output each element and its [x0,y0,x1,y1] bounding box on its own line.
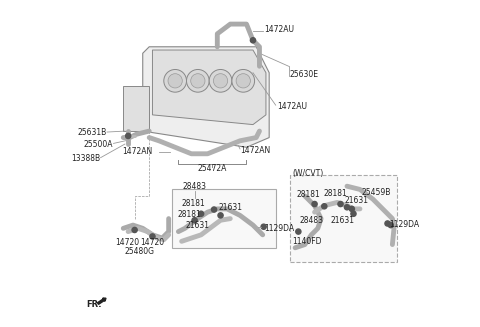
Circle shape [385,221,390,226]
Text: 25500A: 25500A [84,140,113,149]
Text: 14720: 14720 [115,238,139,247]
Bar [172,189,276,248]
Circle shape [164,69,187,92]
Circle shape [349,206,354,212]
Text: 25631B: 25631B [77,128,107,137]
Text: 28181: 28181 [323,189,347,198]
Text: 1472AN: 1472AN [240,146,270,155]
Circle shape [296,229,301,234]
Circle shape [214,74,228,88]
Text: 1472AU: 1472AU [264,26,294,34]
Bar [290,175,397,262]
Text: 1129DA: 1129DA [264,225,294,233]
Text: 21631: 21631 [186,221,210,230]
Circle shape [132,227,137,232]
Text: 25472A: 25472A [198,164,227,173]
Circle shape [126,133,131,139]
Circle shape [209,69,232,92]
Circle shape [344,205,349,210]
Circle shape [261,224,266,229]
Text: 14720: 14720 [140,238,164,247]
Circle shape [218,213,223,218]
Polygon shape [143,47,269,147]
Text: FR.: FR. [86,300,101,309]
Text: 28483: 28483 [182,182,206,191]
Polygon shape [153,50,266,125]
Circle shape [251,38,255,43]
Text: 1472AN: 1472AN [122,147,153,156]
Circle shape [312,201,317,207]
Text: 25480G: 25480G [124,247,155,256]
Circle shape [388,222,393,228]
FancyArrow shape [97,298,106,304]
Circle shape [322,204,327,209]
Text: 21631: 21631 [219,203,243,212]
Text: 21631: 21631 [331,216,355,225]
Circle shape [150,234,155,239]
Bar [123,86,149,131]
Text: 28181: 28181 [178,210,202,219]
Text: 28181: 28181 [296,190,320,199]
Circle shape [168,74,182,88]
Text: 28181: 28181 [181,198,205,208]
Text: 1472AU: 1472AU [277,102,307,111]
Text: 13388B: 13388B [71,154,100,164]
Text: 28483: 28483 [300,216,324,225]
Text: 25459B: 25459B [361,187,391,197]
Text: 25630E: 25630E [289,70,318,79]
Circle shape [191,74,205,88]
Circle shape [338,201,343,207]
Circle shape [199,211,204,216]
Circle shape [232,69,254,92]
Circle shape [351,211,356,216]
Circle shape [187,69,209,92]
Text: 21631: 21631 [345,196,369,205]
Circle shape [192,218,197,223]
Circle shape [212,207,216,212]
Circle shape [236,74,251,88]
Text: 1140FD: 1140FD [292,237,322,246]
Text: (W/CVT): (W/CVT) [292,169,323,178]
Text: 1129DA: 1129DA [389,220,419,229]
